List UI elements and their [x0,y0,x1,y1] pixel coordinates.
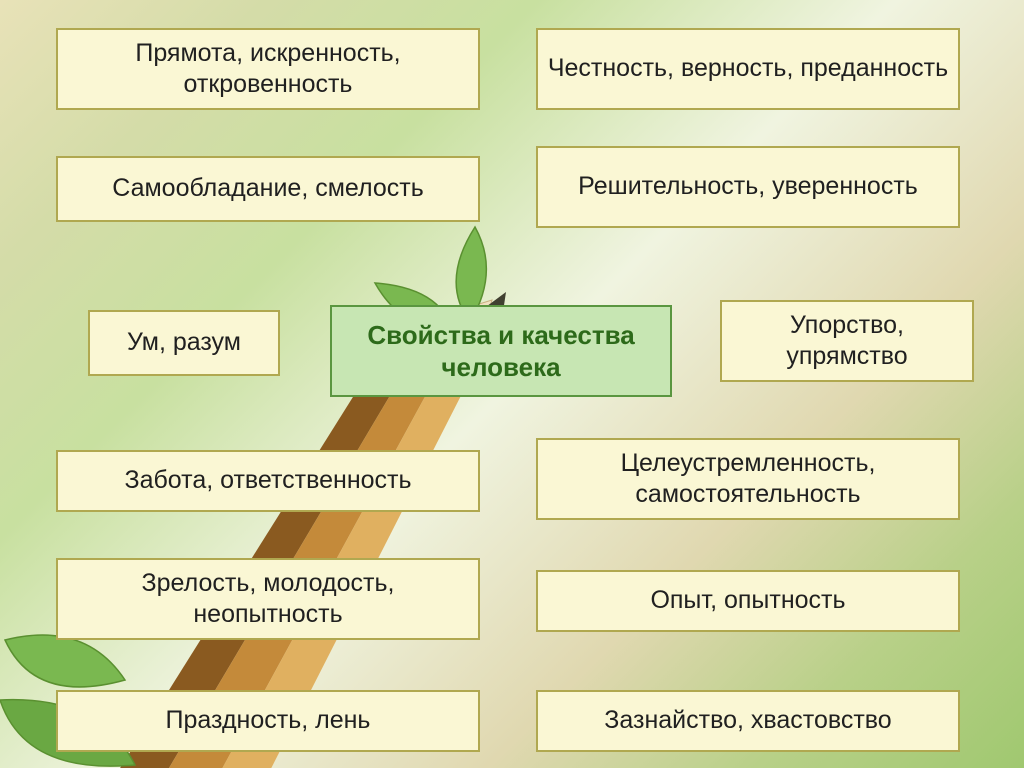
quality-box: Праздность, лень [56,690,480,752]
quality-label: Зрелость, молодость, неопытность [66,568,470,631]
quality-box: Решительность, уверенность [536,146,960,228]
quality-box: Зрелость, молодость, неопытность [56,558,480,640]
quality-box: Упорство, упрямство [720,300,974,382]
quality-label: Забота, ответственность [124,465,411,496]
quality-box: Честность, верность, преданность [536,28,960,110]
quality-box: Зазнайство, хвастовство [536,690,960,752]
quality-label: Честность, верность, преданность [548,53,948,84]
quality-label: Зазнайство, хвастовство [604,705,891,736]
quality-label: Целеустремленность, самостоятельность [546,448,950,511]
quality-label: Праздность, лень [166,705,371,736]
quality-box: Целеустремленность, самостоятельность [536,438,960,520]
quality-label: Ум, разум [127,327,241,358]
quality-box: Самообладание, смелость [56,156,480,222]
quality-box: Опыт, опытность [536,570,960,632]
quality-box: Прямота, искренность, откровенность [56,28,480,110]
quality-label: Опыт, опытность [650,585,845,616]
quality-box: Ум, разум [88,310,280,376]
central-title-label: Свойства и качества человека [340,319,662,384]
quality-box: Забота, ответственность [56,450,480,512]
quality-label: Упорство, упрямство [730,310,964,373]
quality-label: Прямота, искренность, откровенность [66,38,470,101]
quality-label: Самообладание, смелость [112,173,424,204]
quality-label: Решительность, уверенность [578,171,918,202]
central-title-box: Свойства и качества человека [330,305,672,397]
